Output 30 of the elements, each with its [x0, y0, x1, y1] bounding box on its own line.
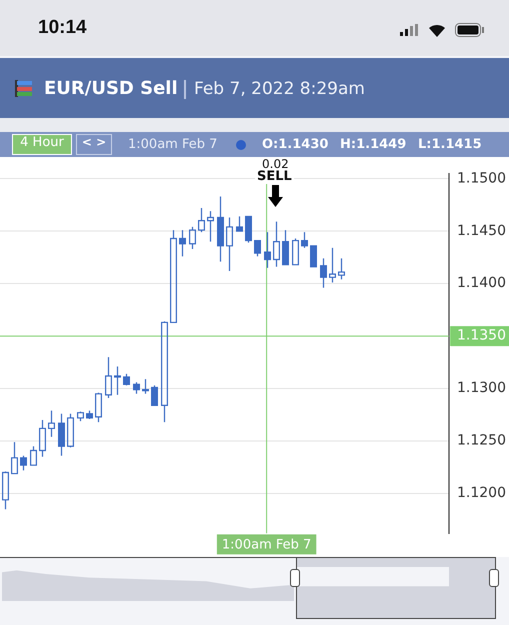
chart-subtitle: Feb 7, 2022 8:29am: [194, 79, 365, 99]
y-tick-label: 1.1200: [457, 485, 506, 502]
y-tick-label: 1.1500: [457, 170, 506, 186]
text: H:1.1449: [340, 137, 406, 152]
candlestick: [48, 410, 55, 438]
text: 1:00am Feb 7: [128, 137, 218, 152]
candlestick: [329, 247, 336, 284]
text: O:1.1430: [262, 137, 328, 152]
candlestick: [11, 441, 18, 474]
candlestick: [338, 258, 345, 280]
y-tick-label: 1.1300: [457, 380, 506, 396]
candlestick: [105, 356, 112, 399]
candlestick: [39, 419, 46, 458]
candlestick: [198, 207, 205, 233]
ref-line-label: 1.1350: [457, 328, 506, 344]
y-tick-label: 1.1250: [457, 432, 506, 449]
text: 0.02: [262, 157, 289, 171]
candlestick: [226, 216, 233, 272]
text: L:1.1415: [418, 137, 482, 152]
annotation: SELL: [255, 169, 294, 184]
candlestick: [273, 221, 280, 268]
text: 10:14: [38, 17, 87, 39]
y-tick-label: 1.1450: [457, 222, 506, 239]
text: 4 Hour: [12, 134, 72, 155]
candlestick: [161, 320, 168, 423]
y-tick-label: 1.1400: [457, 275, 506, 292]
text: < >: [76, 134, 112, 155]
candlestick: [2, 470, 9, 510]
candlestick: [207, 210, 214, 242]
chart-title: EUR/USD Sell: [44, 78, 178, 99]
